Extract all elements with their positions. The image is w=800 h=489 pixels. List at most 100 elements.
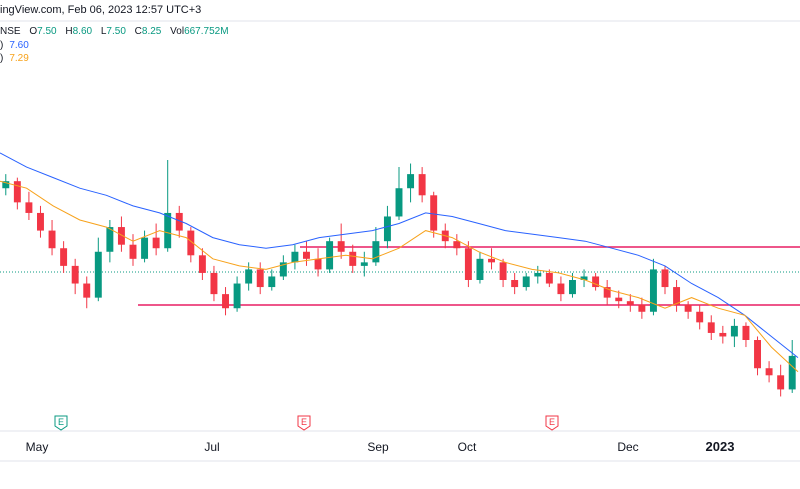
ohlc-legend: NSE O7.50 H8.60 L7.50 C8.25 Vol667.752M (0, 26, 229, 37)
candle-body (684, 304, 692, 312)
candle-body (48, 230, 56, 249)
candle-body (418, 174, 426, 196)
candle-body (129, 244, 137, 259)
earnings-badge-icon (54, 415, 68, 431)
candle-body (569, 280, 576, 295)
candle-body (349, 251, 357, 266)
candle-body (279, 262, 287, 277)
candle-body (198, 255, 206, 273)
candle-body (673, 287, 681, 305)
x-tick-label: Jul (204, 440, 219, 454)
candle-body (592, 276, 600, 288)
candle-body (291, 251, 299, 263)
candle-body (603, 287, 611, 298)
candle-body (141, 237, 149, 259)
candle-body (499, 262, 507, 280)
candle-body (337, 241, 345, 252)
candle-body (488, 258, 495, 263)
candle-body (303, 251, 310, 259)
earnings-marker[interactable]: E (54, 415, 68, 431)
candle-body (60, 248, 68, 266)
candle-body (187, 230, 195, 256)
earnings-marker[interactable]: E (545, 415, 559, 431)
close-value: 8.25 (141, 26, 162, 37)
candle-body (152, 237, 160, 249)
candle-body (25, 202, 33, 213)
candle-body (522, 276, 530, 288)
candle-body (94, 251, 102, 298)
candle-body (545, 272, 553, 284)
x-tick-label: Dec (617, 440, 638, 454)
candle-body (696, 311, 704, 323)
candle-body (372, 241, 380, 263)
watermark-text: ingView.com, Feb 06, 2023 12:57 UTC+3 (0, 4, 202, 16)
ma-slow-value: 7.60 (9, 40, 29, 51)
candle-body (164, 212, 172, 249)
candle-body (649, 269, 657, 312)
candle-body (71, 265, 79, 284)
earnings-label: E (549, 417, 555, 427)
earnings-badge-icon (545, 415, 559, 431)
earnings-label: E (301, 417, 307, 427)
exchange-label: NSE (0, 26, 21, 37)
candle-body (511, 280, 519, 288)
earnings-marker[interactable]: E (297, 415, 311, 431)
candle-body (464, 248, 472, 280)
x-tick-label: May (26, 440, 49, 454)
candle-body (245, 269, 253, 284)
candle-body (777, 375, 785, 390)
low-label: L (100, 26, 107, 37)
ma-fast-legend: ) 7.29 (0, 53, 29, 64)
ma-fast-value: 7.29 (9, 53, 29, 64)
candle-body (407, 174, 415, 189)
candle-body (256, 269, 264, 288)
candle-body (788, 355, 796, 390)
ma-slow-label: ) (0, 40, 4, 51)
ma-slow-line (0, 152, 799, 358)
candle-body (765, 368, 773, 376)
candle-body (476, 258, 484, 280)
x-axis: May Jul Sep Oct Dec 2023 (26, 439, 735, 454)
candle-body (719, 332, 727, 337)
candle-body (210, 272, 218, 295)
candle-body (2, 181, 10, 189)
candle-body (13, 181, 21, 203)
volume-label: Vol (170, 26, 185, 37)
candle-body (222, 294, 229, 309)
open-label: O (29, 26, 38, 37)
candle-body (117, 227, 125, 245)
candle-body (626, 301, 634, 305)
ma-fast-line (0, 180, 799, 373)
high-value: 8.60 (72, 26, 93, 37)
candle-body (580, 276, 588, 280)
candle-body (730, 325, 738, 337)
candle-body (175, 212, 183, 231)
candle-body (83, 283, 91, 298)
candle-body (395, 188, 403, 217)
candle-body (557, 283, 565, 295)
candles (2, 160, 796, 397)
candle-body (106, 227, 114, 252)
earnings-badge-icon (297, 415, 311, 431)
candle-body (707, 322, 715, 333)
high-label: H (65, 26, 73, 37)
candle-body (615, 297, 623, 302)
x-tick-label: Oct (458, 440, 477, 454)
candle-body (268, 276, 276, 288)
ma-fast-label: ) (0, 53, 4, 64)
candle-body (638, 304, 646, 312)
volume-value: 667.752M (184, 26, 229, 37)
candle-body (661, 269, 669, 288)
ma-slow-legend: ) 7.60 (0, 40, 29, 51)
candle-body (430, 195, 438, 231)
x-tick-label: Sep (367, 440, 389, 454)
candle-body (453, 241, 461, 249)
earnings-label: E (58, 417, 64, 427)
candle-body (326, 241, 334, 270)
candle-body (233, 283, 241, 309)
close-label: C (134, 26, 142, 37)
candle-body (360, 262, 368, 266)
candle-body (37, 212, 44, 231)
